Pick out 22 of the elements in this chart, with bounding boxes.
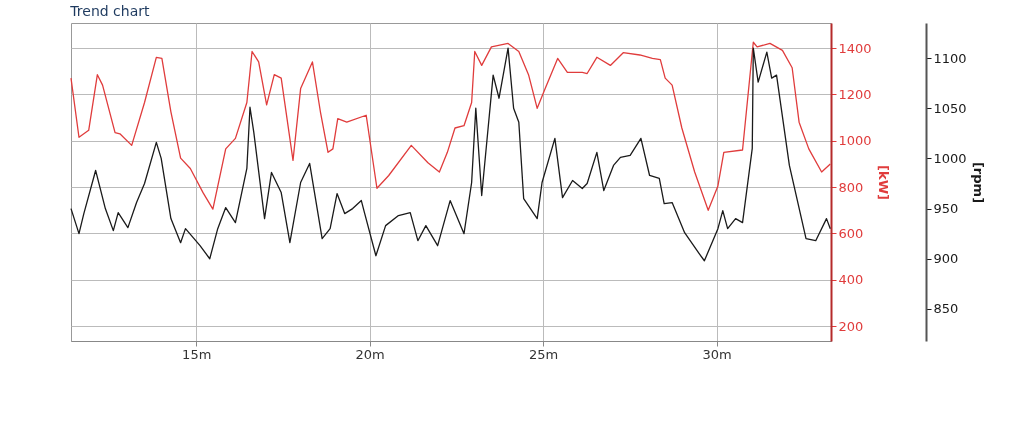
y2-axis-title: [kW] — [875, 165, 891, 200]
y2-tick-label: 200 — [838, 318, 864, 334]
y3-tick-label: 900 — [933, 251, 959, 267]
line-series — [70, 47, 831, 262]
line-series — [70, 41, 831, 211]
y2-tick-label: 800 — [838, 179, 864, 195]
x-tick-label: 25m — [528, 346, 559, 362]
y3-tick-label: 850 — [933, 301, 959, 317]
x-tick-label: 20m — [355, 346, 385, 362]
x-tick-label: 30m — [702, 346, 732, 362]
y3-tick-label: 1100 — [933, 50, 967, 66]
y2-tick-label: 1000 — [838, 133, 872, 149]
y3-axis-title: [rpm] — [970, 161, 986, 204]
y2-tick-label: 1400 — [838, 40, 872, 56]
y2-tick-label: 600 — [838, 225, 864, 241]
y3-tick-label: 1050 — [933, 100, 967, 116]
y2-tick-label: 400 — [838, 272, 864, 288]
x-tick-label: 15m — [182, 346, 212, 362]
y2-tick-label: 1200 — [838, 86, 872, 102]
y3-tick-label: 1000 — [933, 150, 967, 166]
y3-tick-label: 950 — [933, 201, 959, 217]
chart-title: Trend chart — [69, 3, 151, 19]
